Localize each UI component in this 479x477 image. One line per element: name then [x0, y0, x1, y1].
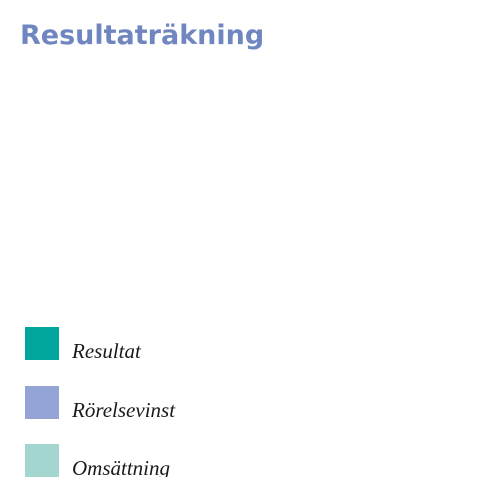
legend-label: Omsättning [72, 456, 170, 477]
legend-swatch [25, 327, 59, 360]
legend-label: Resultat [71, 339, 142, 363]
legend-swatch [25, 386, 59, 419]
chart-title: Resultaträkning [20, 20, 264, 51]
legend: Resultat Rörelsevinst Omsättning [25, 327, 176, 477]
legend-label: Rörelsevinst [71, 398, 176, 422]
legend-swatch [25, 444, 59, 477]
